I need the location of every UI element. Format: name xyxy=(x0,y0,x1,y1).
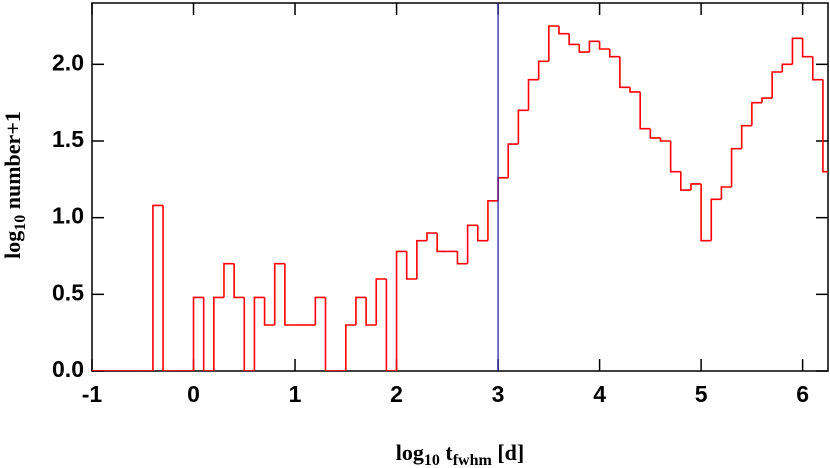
y-label-part: 10 xyxy=(12,215,29,231)
histogram-bar xyxy=(213,296,224,371)
histogram-bar xyxy=(385,279,397,371)
histogram-bar xyxy=(324,297,336,371)
histogram-bar xyxy=(253,296,265,371)
histogram-bar xyxy=(598,41,610,50)
x-axis-label: log10 tfwhm [d] xyxy=(396,440,524,468)
histogram-bar xyxy=(395,250,407,371)
x-label-part: fwhm xyxy=(453,452,493,468)
histogram-bar xyxy=(761,97,773,103)
histogram-bar xyxy=(608,49,620,58)
histogram-bar xyxy=(314,296,326,325)
histogram-bar xyxy=(476,225,488,242)
x-tick-label: -1 xyxy=(82,381,103,407)
histogram-bar xyxy=(375,278,387,325)
x-label-part: 10 xyxy=(424,452,440,468)
histogram-bar xyxy=(223,262,235,298)
histogram-bar xyxy=(426,232,438,241)
histogram-bar xyxy=(720,186,732,200)
histogram-bar xyxy=(548,25,559,62)
histogram-bar xyxy=(700,183,712,242)
x-tick-label: 4 xyxy=(593,381,606,407)
y-tick-label: 0.5 xyxy=(52,279,84,305)
histogram-bar xyxy=(192,296,204,371)
y-axis-label: log10 number+1 xyxy=(0,111,29,259)
histogram-bar xyxy=(416,239,428,279)
x-label-part: t xyxy=(440,440,454,465)
histogram-bar xyxy=(801,38,813,58)
histogram-bar xyxy=(436,233,448,253)
y-label-part: log xyxy=(0,231,25,259)
histogram-bar xyxy=(537,60,549,80)
histogram-bar xyxy=(527,78,539,111)
y-tick-label: 1.0 xyxy=(52,203,84,229)
histogram-bar xyxy=(507,143,519,178)
histogram-bar xyxy=(619,56,631,89)
y-tick-label: 0.0 xyxy=(52,356,84,382)
histogram-bar xyxy=(629,87,641,93)
histogram-bar xyxy=(659,137,671,142)
histogram-bar xyxy=(152,204,164,371)
histogram-bar xyxy=(273,262,285,325)
histogram-bar xyxy=(243,297,255,371)
histogram-bar xyxy=(558,26,570,35)
histogram-bar xyxy=(680,171,691,191)
histogram-bar xyxy=(456,251,468,265)
y-tick-label: 2.0 xyxy=(52,49,84,75)
histogram-bar xyxy=(202,297,214,371)
plot-frame xyxy=(91,2,829,372)
x-tick-label: 5 xyxy=(695,381,708,407)
histogram-bar xyxy=(355,296,367,325)
x-tick-label: 6 xyxy=(796,381,809,407)
histogram-bar xyxy=(690,183,702,191)
y-label-part: number+1 xyxy=(0,111,25,215)
histogram-bar xyxy=(822,79,828,173)
histogram-bar xyxy=(405,251,417,280)
x-tick-label: 0 xyxy=(187,381,200,407)
histogram-bar xyxy=(649,128,661,139)
histogram-bar xyxy=(639,91,651,130)
x-tick-label: 2 xyxy=(390,381,403,407)
y-tick-label: 1.5 xyxy=(52,126,84,152)
histogram-bar xyxy=(487,200,499,241)
histogram-bar xyxy=(588,40,600,53)
histogram-bar xyxy=(740,124,752,149)
histogram-bar xyxy=(284,263,296,326)
histogram-bar xyxy=(791,37,803,65)
x-tick-label: 3 xyxy=(492,381,505,407)
histogram-bar xyxy=(578,44,590,53)
histogram-bar xyxy=(781,63,793,72)
x-label-part: [d] xyxy=(492,440,524,465)
histogram-bar xyxy=(517,109,529,145)
histogram-bar xyxy=(811,56,823,81)
histogram xyxy=(92,25,828,371)
histogram-bar xyxy=(669,141,681,173)
histogram-bar xyxy=(344,324,356,371)
histogram-bar xyxy=(771,71,783,99)
histogram-bar xyxy=(365,297,377,326)
x-label-part: log xyxy=(396,440,424,465)
histogram-bar xyxy=(710,198,722,241)
histogram-bar xyxy=(568,33,580,46)
histogram-bar xyxy=(233,263,245,299)
histogram-bar xyxy=(263,297,275,326)
x-tick-label: 1 xyxy=(289,381,302,407)
histogram-bar xyxy=(730,147,742,187)
histogram-bar xyxy=(162,205,174,371)
histogram-bar xyxy=(751,101,763,126)
histogram-bar xyxy=(497,177,509,201)
histogram-bar xyxy=(466,224,478,264)
